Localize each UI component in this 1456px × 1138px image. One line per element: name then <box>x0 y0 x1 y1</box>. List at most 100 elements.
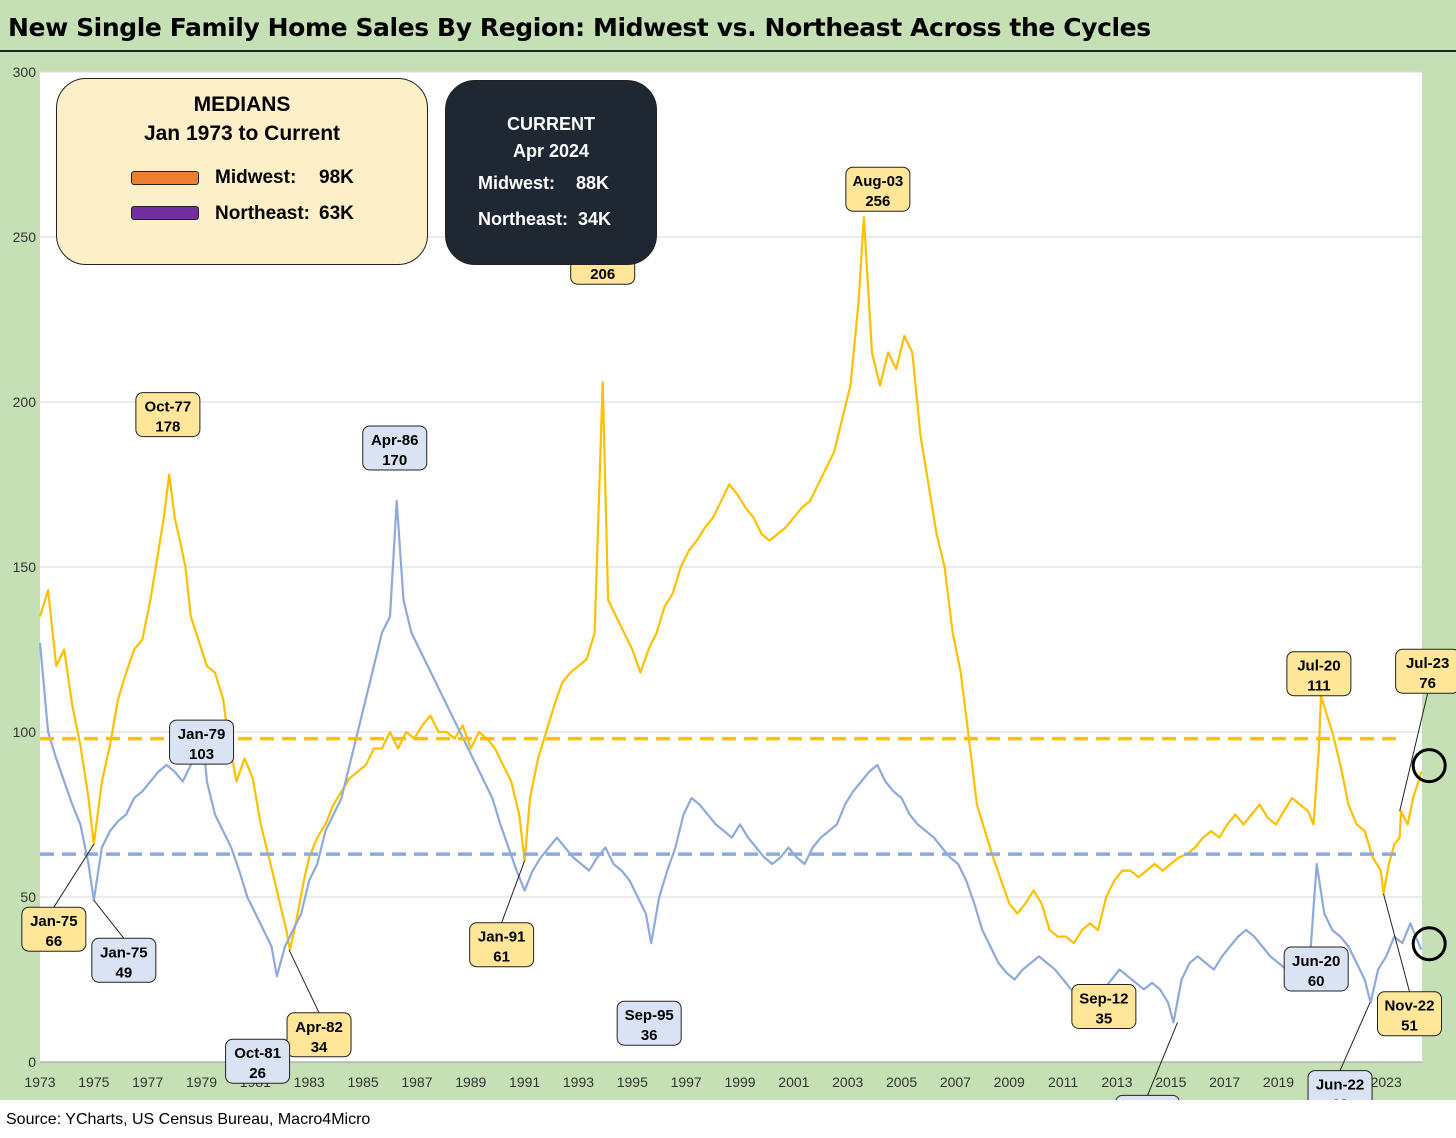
x-tick-label: 1987 <box>401 1074 432 1090</box>
medians-box: MEDIANS Jan 1973 to Current Midwest: 98K… <box>56 78 428 265</box>
callout-value: 36 <box>641 1027 658 1044</box>
callout-value: 103 <box>189 746 214 763</box>
callout-value: 60 <box>1308 973 1325 990</box>
callout-box <box>616 1000 682 1046</box>
callout-label: Sep-95 <box>625 1007 674 1024</box>
current-box: CURRENT Apr 2024 Midwest: 88K Northeast:… <box>445 80 657 265</box>
current-northeast-label: Northeast: <box>478 209 569 229</box>
callout-leader <box>501 860 526 923</box>
callout-label: Oct-81 <box>234 1045 281 1062</box>
callout-box <box>286 1012 352 1058</box>
chart-svg: 0501001502002503001973197519771979198119… <box>13 64 1456 1100</box>
callout-leader <box>1383 893 1410 992</box>
callout-value: 66 <box>46 933 63 950</box>
medians-heading: MEDIANS <box>193 93 291 116</box>
callout-label: Aug-03 <box>852 173 903 190</box>
y-tick-label: 0 <box>28 1054 36 1070</box>
callout-value: 170 <box>382 452 407 469</box>
current-midwest-value: 88K <box>576 173 610 193</box>
callout-value: 61 <box>493 949 510 966</box>
x-tick-label: 1975 <box>78 1074 109 1090</box>
callout-label: Sep-12 <box>1079 991 1128 1008</box>
current-midwest-label: Midwest: <box>478 173 556 193</box>
callout-label: Nov-22 <box>1384 998 1434 1015</box>
callout-label: Jan-75 <box>100 944 148 961</box>
callout-box <box>1115 1094 1180 1100</box>
x-tick-label: 1995 <box>617 1074 648 1090</box>
callout-box <box>1307 1070 1373 1100</box>
callout-box <box>1283 946 1349 992</box>
callout-leader <box>1147 1022 1178 1096</box>
callout-leader <box>93 899 125 939</box>
callout-box <box>225 1038 291 1084</box>
current-heading: CURRENT <box>507 114 595 134</box>
medians-northeast-label: Northeast: <box>215 203 311 224</box>
series-line-midwest <box>38 216 1423 951</box>
callout-value: 206 <box>590 266 615 283</box>
callout-box <box>845 166 911 212</box>
y-tick-label: 300 <box>13 64 37 80</box>
medians-midwest-label: Midwest: <box>215 167 297 188</box>
x-tick-label: 1999 <box>724 1074 755 1090</box>
callout-box <box>1395 648 1456 694</box>
x-tick-label: 1989 <box>455 1074 486 1090</box>
callout-box <box>169 719 235 765</box>
callout-label: Jun-22 <box>1316 1077 1364 1094</box>
callout-label: Jul-23 <box>1406 655 1449 672</box>
callout-box <box>1071 984 1137 1029</box>
callout-box <box>135 392 201 438</box>
chart-title: New Single Family Home Sales By Region: … <box>8 13 1151 42</box>
callout-value: 51 <box>1401 1018 1418 1035</box>
x-tick-label: 2023 <box>1371 1074 1402 1090</box>
medians-subheading: Jan 1973 to Current <box>143 122 341 145</box>
highlight-circle-midwest <box>1411 748 1447 784</box>
x-tick-label: 2017 <box>1209 1074 1240 1090</box>
callout-leader <box>288 949 320 1014</box>
current-subheading: Apr 2024 <box>512 141 590 161</box>
callout-value: 111 <box>1307 678 1330 695</box>
callout-box <box>1286 651 1352 697</box>
callout-leader <box>1399 693 1429 812</box>
x-tick-label: 1985 <box>348 1074 379 1090</box>
callout-label: Apr-86 <box>371 432 419 449</box>
callout-label: Apr-82 <box>295 1019 343 1036</box>
title-bar: New Single Family Home Sales By Region: … <box>0 0 1456 52</box>
callout-box <box>1376 991 1442 1037</box>
series-line-northeast <box>38 499 1423 1024</box>
callout-value: 256 <box>865 193 890 210</box>
callout-label: Jan-79 <box>178 726 226 743</box>
y-tick-label: 50 <box>20 889 36 905</box>
callout-label: Jun-20 <box>1292 953 1340 970</box>
y-tick-label: 150 <box>13 559 37 575</box>
callout-label: Jul-20 <box>1297 658 1340 675</box>
highlight-circle-northeast <box>1411 926 1447 962</box>
y-tick-label: 200 <box>13 394 37 410</box>
x-tick-label: 1997 <box>671 1074 702 1090</box>
x-tick-label: 2015 <box>1155 1074 1186 1090</box>
y-tick-label: 100 <box>13 724 37 740</box>
callout-label: Jan-91 <box>478 929 526 946</box>
callout-leader <box>53 843 95 908</box>
x-tick-label: 1973 <box>24 1074 55 1090</box>
x-tick-label: 2003 <box>832 1074 863 1090</box>
y-tick-label: 250 <box>13 229 37 245</box>
callout-box <box>91 937 157 983</box>
callout-value: 76 <box>1419 675 1436 692</box>
callout-box <box>362 425 428 471</box>
x-tick-label: 2011 <box>1048 1074 1078 1090</box>
northeast-swatch <box>131 206 199 220</box>
medians-midwest-value: 98K <box>319 167 354 188</box>
callout-value: 34 <box>311 1039 328 1056</box>
x-tick-label: 2009 <box>994 1074 1025 1090</box>
source-note: Source: YCharts, US Census Bureau, Macro… <box>6 1111 371 1128</box>
x-tick-label: 2001 <box>778 1074 809 1090</box>
x-tick-label: 2007 <box>940 1074 971 1090</box>
x-tick-label: 2005 <box>886 1074 917 1090</box>
callout-value: 35 <box>1096 1011 1113 1028</box>
x-tick-label: 2013 <box>1101 1074 1132 1090</box>
callout-box <box>21 906 87 952</box>
x-tick-label: 1991 <box>509 1074 540 1090</box>
callout-value: 26 <box>249 1065 266 1082</box>
x-tick-label: 1993 <box>563 1074 594 1090</box>
callout-value: 49 <box>116 964 133 981</box>
